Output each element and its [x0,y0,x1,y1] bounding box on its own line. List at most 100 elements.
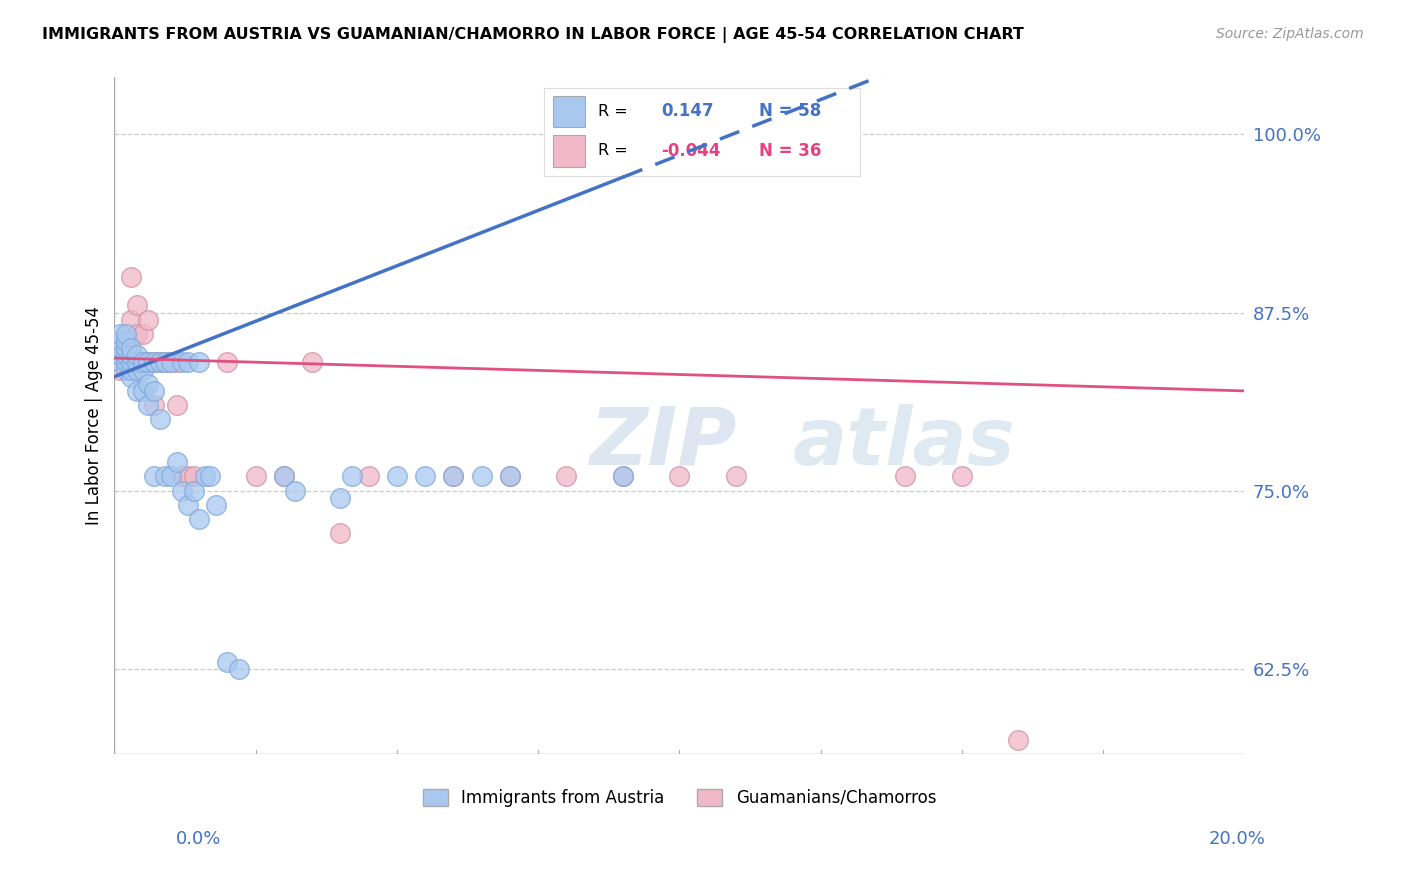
Point [120,269,142,284]
Point [120,369,142,384]
Point [136,355,159,369]
Point [612,469,634,483]
Point [114,341,136,355]
Point [228,662,250,676]
Point [177,498,200,512]
Point [160,469,183,483]
Point [125,348,148,362]
Point [166,455,188,469]
Point [149,355,172,369]
Point [188,512,211,526]
Point [177,355,200,369]
Point [894,469,917,483]
Point [612,469,634,483]
Point [131,326,153,341]
Point [385,469,408,483]
Point [724,469,747,483]
Point [114,362,136,376]
Point [284,483,307,498]
Point [172,469,194,483]
Point [120,341,142,355]
Point [205,498,228,512]
Point [125,355,148,369]
Point [471,469,494,483]
Point [136,376,159,391]
Point [125,384,148,398]
Point [120,348,142,362]
Point [177,469,200,483]
Point [143,469,166,483]
Point [200,469,222,483]
Point [131,355,153,369]
Point [441,469,464,483]
Point [143,384,166,398]
Point [108,341,131,355]
Point [149,355,172,369]
Text: ZIP: ZIP [589,404,737,482]
Point [499,469,522,483]
Text: atlas: atlas [793,404,1015,482]
Text: IMMIGRANTS FROM AUSTRIA VS GUAMANIAN/CHAMORRO IN LABOR FORCE | AGE 45-54 CORRELA: IMMIGRANTS FROM AUSTRIA VS GUAMANIAN/CHA… [42,27,1024,43]
Point [131,362,153,376]
Point [273,469,295,483]
Text: 20.0%: 20.0% [1209,830,1265,847]
Point [1007,733,1029,747]
Point [131,384,153,398]
Point [166,355,188,369]
Point [194,469,217,483]
Point [245,469,267,483]
Text: 0.0%: 0.0% [176,830,221,847]
Point [950,469,973,483]
Point [499,469,522,483]
Point [131,355,153,369]
Point [149,412,172,426]
Point [143,355,166,369]
Point [114,348,136,362]
Point [136,312,159,326]
Point [114,355,136,369]
Point [329,491,352,505]
Point [125,298,148,312]
Point [155,355,177,369]
Point [172,483,194,498]
Point [108,334,131,348]
Point [413,469,436,483]
Point [329,526,352,541]
Point [160,355,183,369]
Point [166,398,188,412]
Point [120,355,142,369]
Point [108,362,131,376]
Point [108,355,131,369]
Point [183,483,205,498]
Point [143,355,166,369]
Point [217,355,239,369]
Text: Source: ZipAtlas.com: Source: ZipAtlas.com [1216,27,1364,41]
Point [136,398,159,412]
Point [136,355,159,369]
Point [301,355,323,369]
Point [155,469,177,483]
Point [114,355,136,369]
Point [143,398,166,412]
Point [108,326,131,341]
Point [120,362,142,376]
Point [217,655,239,669]
Point [183,469,205,483]
Legend: Immigrants from Austria, Guamanians/Chamorros: Immigrants from Austria, Guamanians/Cham… [416,782,943,814]
Point [125,362,148,376]
Point [188,355,211,369]
Point [668,469,690,483]
Point [125,326,148,341]
Point [155,355,177,369]
Point [273,469,295,483]
Point [120,312,142,326]
Point [555,469,578,483]
Point [114,326,136,341]
Point [357,469,380,483]
Point [125,355,148,369]
Point [114,334,136,348]
Point [441,469,464,483]
Point [108,348,131,362]
Point [160,355,183,369]
Point [340,469,363,483]
